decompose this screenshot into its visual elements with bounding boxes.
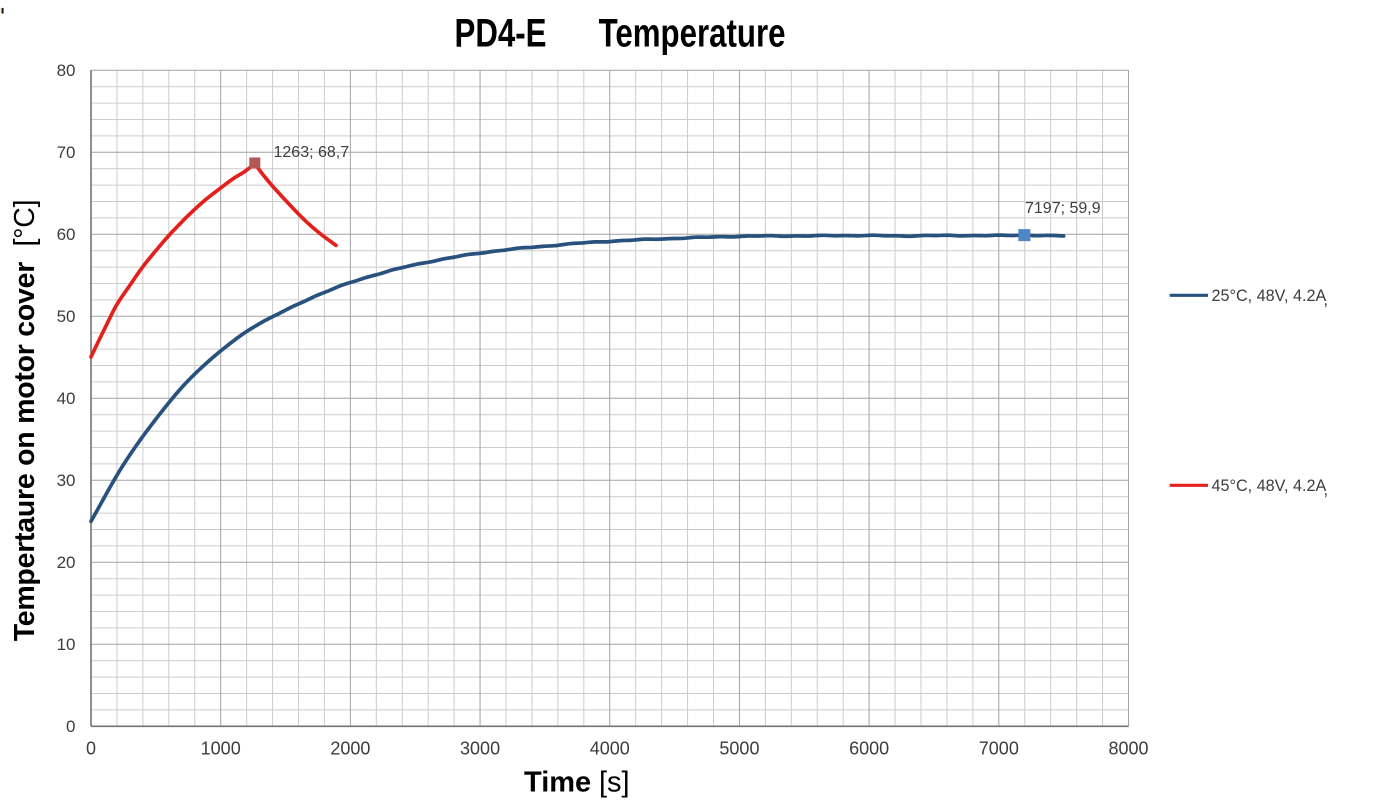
svg-text:25°C, 48V, 4.2A: 25°C, 48V, 4.2A (1212, 287, 1327, 305)
svg-text:8000: 8000 (1108, 739, 1148, 759)
svg-text:1000: 1000 (201, 739, 241, 759)
svg-text:3000: 3000 (460, 739, 500, 759)
svg-text:30: 30 (57, 471, 76, 490)
svg-text:PD4-E Temperature: PD4-E Temperature (455, 12, 786, 56)
svg-text:Time: Time (524, 766, 591, 798)
svg-text:4000: 4000 (590, 739, 630, 759)
svg-text:0: 0 (86, 739, 96, 759)
svg-text:45°C, 48V, 4.2A: 45°C, 48V, 4.2A (1212, 477, 1327, 495)
svg-text:70: 70 (57, 143, 76, 162)
svg-text:6000: 6000 (849, 739, 889, 759)
svg-text:7197; 59,9: 7197; 59,9 (1025, 200, 1101, 217)
svg-text:,: , (1324, 481, 1329, 499)
svg-text:7000: 7000 (979, 739, 1019, 759)
svg-text:5000: 5000 (719, 739, 759, 759)
svg-text:40: 40 (57, 389, 76, 408)
svg-text:60: 60 (57, 225, 76, 244)
svg-text:50: 50 (57, 307, 76, 326)
svg-text:80: 80 (57, 61, 76, 80)
svg-text:2000: 2000 (330, 739, 370, 759)
svg-text:10: 10 (57, 635, 76, 654)
svg-text:1263; 68,7: 1263; 68,7 (274, 144, 350, 161)
svg-text:[s]: [s] (599, 766, 630, 798)
svg-text:20: 20 (57, 553, 76, 572)
svg-text:,: , (1324, 291, 1329, 309)
svg-text:0: 0 (66, 717, 75, 736)
svg-text:Tempertaure on motor cover [°: Tempertaure on motor cover [°C] (9, 200, 41, 642)
